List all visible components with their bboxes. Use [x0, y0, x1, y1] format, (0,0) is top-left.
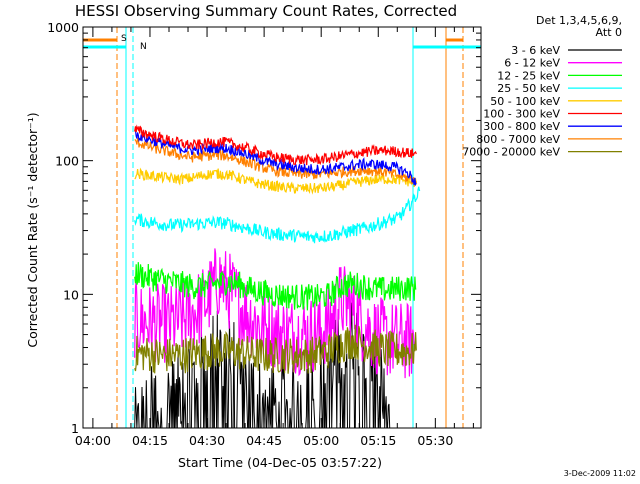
legend-item-label: 800 - 7000 keV	[476, 133, 560, 146]
series-line-12-25-kev	[134, 262, 417, 311]
legend-item-label: 25 - 50 keV	[497, 82, 560, 95]
legend-item-label: 100 - 300 keV	[483, 108, 560, 121]
legend-item-label: 3 - 6 keV	[511, 44, 560, 57]
x-tick-label: 05:00	[303, 433, 339, 448]
series-line-6-12-kev	[134, 248, 417, 379]
series-line-100-300-kev	[134, 124, 417, 166]
plot-frame	[82, 26, 482, 429]
legend-item-label: 7000 - 20000 keV	[462, 146, 560, 159]
legend-item-label: 300 - 800 keV	[483, 120, 560, 133]
legend-title: Det 1,3,4,5,6,9,	[536, 14, 622, 27]
y-tick-label: 10	[63, 287, 79, 302]
series-line-3-6-kev	[134, 302, 391, 429]
series-line-300-800-kev	[134, 129, 417, 187]
series-line-7000-20000-kev	[134, 324, 417, 374]
x-tick-label: 04:15	[132, 433, 168, 448]
series-line-25-50-kev	[134, 186, 421, 244]
x-axis-label: Start Time (04-Dec-05 03:57:22)	[178, 455, 382, 470]
y-tick-label: 100	[55, 154, 79, 169]
legend-title: Att 0	[596, 26, 622, 39]
y-tick-label: 1000	[47, 20, 79, 35]
x-tick-label: 04:45	[246, 433, 282, 448]
series-layer	[134, 124, 421, 429]
saa-flag-label: N	[140, 42, 147, 52]
annotation-layer: SN	[83, 27, 481, 428]
series-line-50-100-kev	[134, 167, 417, 195]
attenuator-flag-label: S	[121, 34, 127, 44]
series-line-800-7000-kev	[134, 137, 417, 187]
axes-layer: 1 10 100 1000 04:00 04:15 04:30 04:45 05:00 05:15…	[47, 20, 482, 448]
x-tick-label: 04:00	[75, 433, 111, 448]
legend-item-label: 6 - 12 keV	[504, 57, 560, 70]
x-tick-label: 04:30	[189, 433, 225, 448]
y-tick-label: 1	[71, 421, 79, 436]
legend-item-label: 50 - 100 keV	[490, 95, 560, 108]
x-tick-label: 05:15	[360, 433, 396, 448]
chart-title: HESSI Observing Summary Count Rates, Cor…	[75, 2, 457, 20]
legend-item-label: 12 - 25 keV	[497, 69, 560, 82]
timestamp-label: 3-Dec-2009 11:02	[564, 469, 636, 478]
y-axis-label: Corrected Count Rate (s⁻¹ detector⁻¹)	[25, 112, 40, 347]
x-tick-label: 05:30	[417, 433, 453, 448]
